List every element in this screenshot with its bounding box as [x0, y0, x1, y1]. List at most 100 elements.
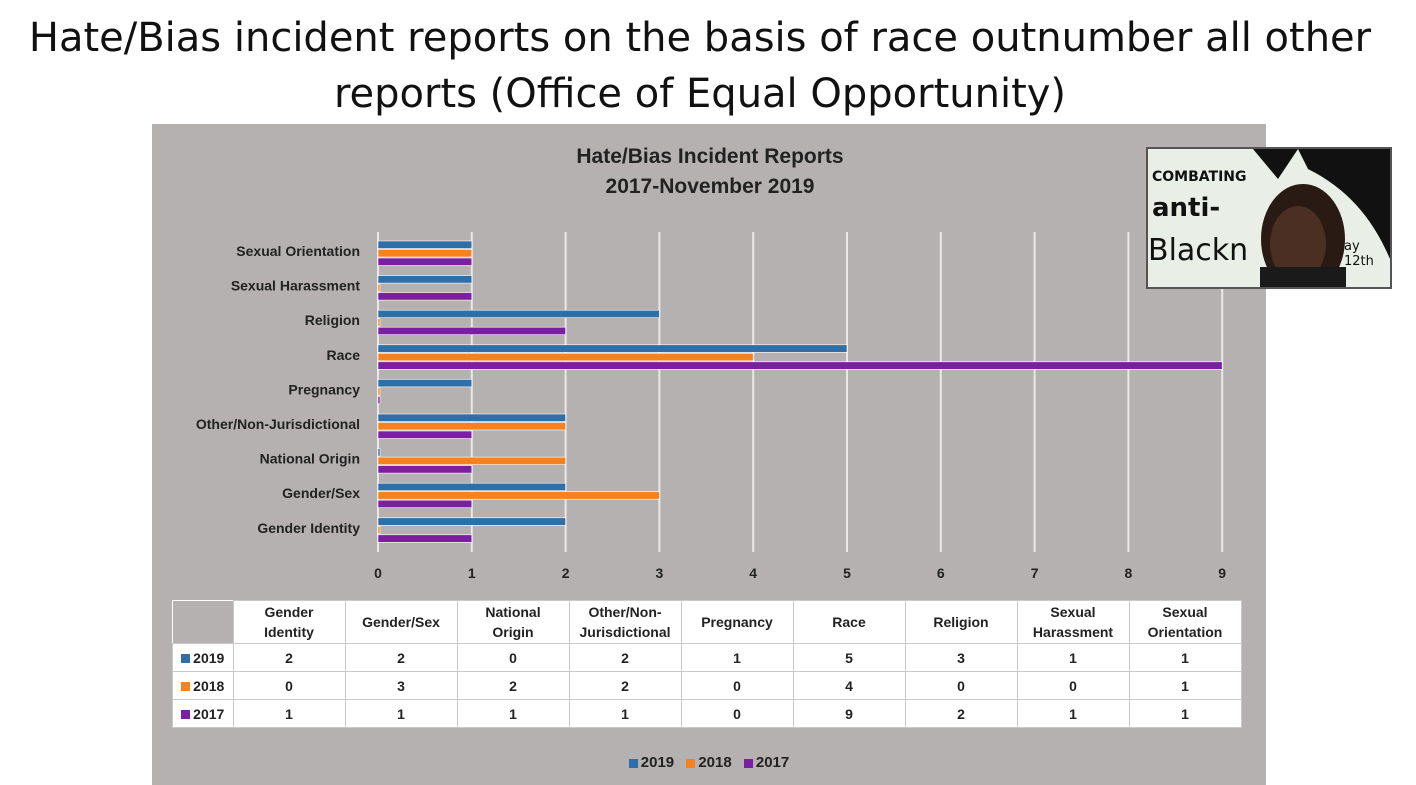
- table-row-header: 2019: [172, 643, 234, 672]
- x-tick-label: 1: [468, 565, 476, 581]
- table-cell: 2: [568, 671, 682, 700]
- category-label: Sexual Orientation: [236, 243, 360, 259]
- chart-title: Hate/Bias Incident Reports 2017-November…: [372, 142, 1048, 202]
- bar-2018: [377, 249, 473, 258]
- table-cell: 0: [1016, 671, 1130, 700]
- table-row-header: 2018: [172, 671, 234, 700]
- table-cell: 1: [232, 699, 346, 728]
- table-cell: 1: [1016, 699, 1130, 728]
- webcam-text-1: COMBATING: [1152, 169, 1247, 185]
- legend-swatch-2019: [628, 758, 638, 768]
- table-cell: 0: [680, 699, 794, 728]
- slide-title: Hate/Bias incident reports on the basis …: [28, 15, 1372, 117]
- bar-2019: [377, 413, 566, 422]
- webcam-video[interactable]: COMBATING anti- Blackn ay 12th: [1146, 147, 1392, 289]
- bar-2017: [377, 534, 473, 543]
- bar-2019: [377, 448, 381, 457]
- webcam-text-4: ay 12th: [1344, 239, 1374, 269]
- bar-chart: 0 1 2 3 4 5 6 7 8 9 Gender Identity Gender/Sex Natio…: [196, 232, 1226, 581]
- table-row: 2017 1 1 1 1 0 9 2 1 1: [172, 699, 1242, 728]
- webcam-text-3: Blackn: [1148, 233, 1249, 268]
- bar-2017: [377, 257, 473, 266]
- bar-2019: [377, 240, 473, 249]
- table-cell: 0: [680, 671, 794, 700]
- table-cell: 9: [792, 699, 906, 728]
- x-tick-label: 6: [937, 565, 945, 581]
- bar-2017: [377, 499, 473, 509]
- bar-2018: [377, 456, 566, 465]
- table-row: 2018 0 3 2 2 0 4 0 0 1: [172, 671, 1242, 700]
- table-header: Race: [792, 600, 906, 644]
- legend-swatch-2018: [686, 758, 696, 768]
- x-tick-label: 4: [749, 565, 757, 581]
- category-label: Gender Identity: [257, 520, 360, 536]
- bar-2018: [377, 353, 754, 362]
- bar-2018: [377, 525, 381, 535]
- table-row: 2019 2 2 0 2 1 5 3 1 1: [172, 643, 1242, 672]
- bar-2017: [377, 396, 381, 405]
- x-tick-label: 5: [843, 565, 851, 581]
- table-header: Gender/Sex: [344, 600, 458, 644]
- table-cell: 1: [456, 699, 570, 728]
- table-cell: 5: [792, 643, 906, 672]
- chart-panel: 0 1 2 3 4 5 6 7 8 9 Gender Identity Gender/Sex Natio…: [152, 124, 1266, 785]
- table-cell: 0: [456, 643, 570, 672]
- table-cell: 1: [568, 699, 682, 728]
- bar-2019: [377, 309, 660, 318]
- bar-2017: [377, 465, 473, 474]
- table-row-header: 2017: [172, 699, 234, 728]
- table-header: Other/Non- Jurisdictional: [568, 600, 682, 644]
- table-header: Sexual Orientation: [1128, 600, 1242, 644]
- x-tick-label: 9: [1218, 565, 1226, 581]
- bar-2019: [377, 275, 473, 284]
- legend-2017: 2017: [743, 754, 789, 771]
- bar-2019: [377, 517, 566, 526]
- table-header: Sexual Harassment: [1016, 600, 1130, 644]
- table-cell: 4: [792, 671, 906, 700]
- bar-2018: [377, 491, 660, 500]
- table-header: National Origin: [456, 600, 570, 644]
- x-tick-label: 3: [656, 565, 664, 581]
- table-cell: 2: [904, 699, 1018, 728]
- table-cell: 1: [680, 643, 794, 672]
- table-cell: 0: [904, 671, 1018, 700]
- table-cell: 1: [344, 699, 458, 728]
- table-cell: 1: [1128, 643, 1242, 672]
- chart-title-line1: Hate/Bias Incident Reports: [576, 145, 844, 168]
- webcam-text-2: anti-: [1152, 193, 1221, 223]
- x-tick-label: 0: [374, 565, 382, 581]
- table-cell: 2: [456, 671, 570, 700]
- table-header: Gender Identity: [232, 600, 346, 644]
- category-label: Other/Non-Jurisdictional: [196, 416, 360, 432]
- table-cell: 3: [904, 643, 1018, 672]
- category-label: Pregnancy: [288, 381, 360, 397]
- x-tick-label: 2: [562, 565, 570, 581]
- bar-2017: [377, 292, 473, 301]
- category-label: Gender/Sex: [282, 485, 360, 501]
- bar-2019: [377, 344, 848, 353]
- bar-2018: [377, 318, 381, 327]
- table-header: Religion: [904, 600, 1018, 644]
- bar-2019: [377, 379, 473, 388]
- legend-swatch-2017: [743, 758, 753, 768]
- category-label: National Origin: [260, 451, 360, 467]
- table-cell: 1: [1128, 671, 1242, 700]
- table-header: Pregnancy: [680, 600, 794, 644]
- category-label: Sexual Harassment: [231, 278, 361, 294]
- x-tick-label: 8: [1125, 565, 1133, 581]
- bar-2019: [377, 482, 566, 492]
- table-cell: 1: [1016, 643, 1130, 672]
- table-corner: [172, 600, 234, 644]
- bar-2018: [377, 283, 381, 292]
- table-cell: 2: [568, 643, 682, 672]
- legend-2019: 2019: [628, 754, 674, 771]
- chart-title-line2: 2017-November 2019: [605, 175, 815, 198]
- bar-2018: [377, 387, 381, 396]
- category-label: Religion: [305, 312, 360, 328]
- bar-2017: [377, 430, 473, 439]
- legend: 2019 2018 2017: [152, 754, 1266, 771]
- data-table: Gender Identity Gender/Sex National Origin…: [172, 600, 1242, 728]
- table-cell: 2: [232, 643, 346, 672]
- webcam-background: [1253, 149, 1390, 287]
- table-cell: 0: [232, 671, 346, 700]
